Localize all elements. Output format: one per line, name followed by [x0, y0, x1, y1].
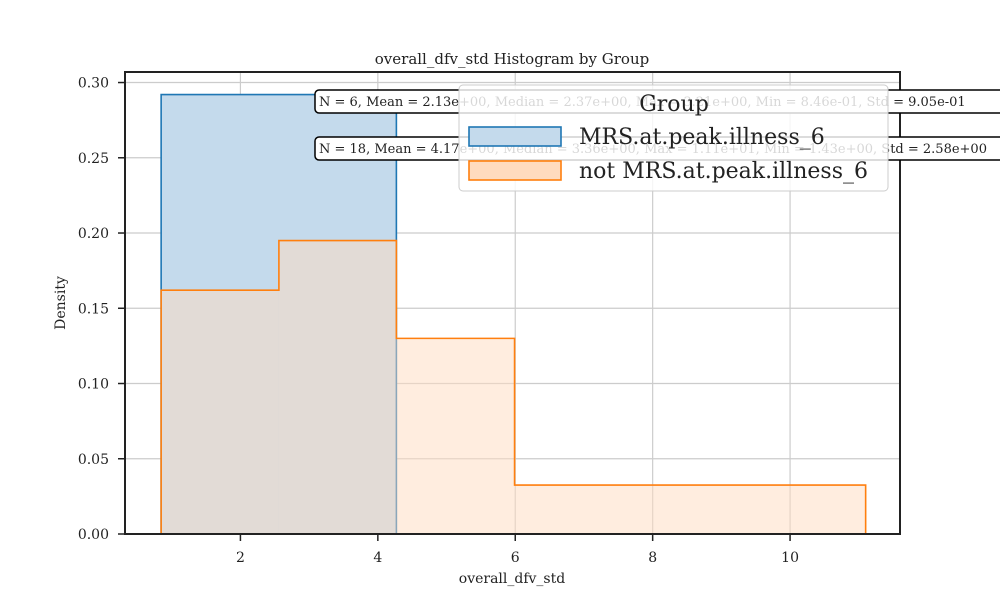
histogram-bar [514, 485, 866, 534]
histogram-bars [160, 93, 867, 534]
chart-title: overall_dfv_std Histogram by Group [375, 50, 649, 68]
legend-swatch-series-1 [468, 126, 562, 147]
y-tick-label: 0.05 [78, 452, 109, 468]
histogram-bar [396, 338, 515, 534]
series-2 [160, 239, 867, 534]
legend-title: Group [639, 92, 709, 117]
y-tick-label: 0.15 [78, 301, 109, 317]
legend-label-series-1: MRS.at.peak.illness_6 [579, 125, 825, 150]
y-tick-label: 0.00 [78, 527, 109, 543]
legend-swatch-series-2 [468, 160, 562, 181]
x-axis-ticks: 2 4 6 8 10 [236, 534, 799, 566]
y-tick-label: 0.30 [78, 76, 109, 92]
x-tick-label: 6 [511, 550, 520, 566]
histogram-outline [160, 239, 867, 534]
x-tick-label: 10 [781, 550, 799, 566]
x-tick-label: 4 [373, 550, 382, 566]
plot-frame [124, 71, 901, 535]
y-tick-label: 0.20 [78, 226, 109, 242]
x-axis-label: overall_dfv_std [459, 571, 565, 587]
y-tick-label: 0.25 [78, 151, 109, 167]
x-tick-label: 2 [236, 550, 245, 566]
legend-label-series-2: not MRS.at.peak.illness_6 [579, 159, 868, 184]
histogram-bar [161, 290, 279, 534]
x-tick-label: 8 [648, 550, 657, 566]
y-axis-label: Density [53, 276, 69, 330]
legend-frame [458, 84, 889, 192]
legend: Group MRS.at.peak.illness_6 not MRS.at.p… [458, 84, 889, 192]
y-axis-ticks: 0.00 0.05 0.10 0.15 0.20 0.25 0.30 [78, 76, 125, 543]
histogram-bar [278, 240, 397, 534]
y-tick-label: 0.10 [78, 377, 109, 393]
